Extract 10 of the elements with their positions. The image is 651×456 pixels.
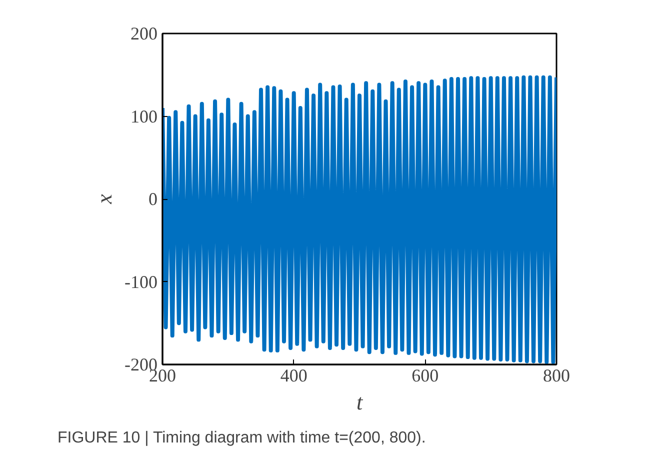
y-tick-label: 100	[130, 106, 158, 126]
x-tick-label: 600	[412, 366, 439, 386]
y-tick-label: -100	[124, 272, 158, 292]
y-axis-title: x	[92, 194, 117, 205]
y-tick-label: 0	[148, 189, 158, 209]
x-tick-label: 400	[280, 366, 308, 386]
x-axis-title: t	[356, 390, 364, 414]
caption: FIGURE 10 | Timing diagram with time t=(200, 800).	[58, 430, 426, 446]
x-tick-label: 800	[543, 366, 570, 386]
y-tick-label: 200	[130, 24, 158, 44]
